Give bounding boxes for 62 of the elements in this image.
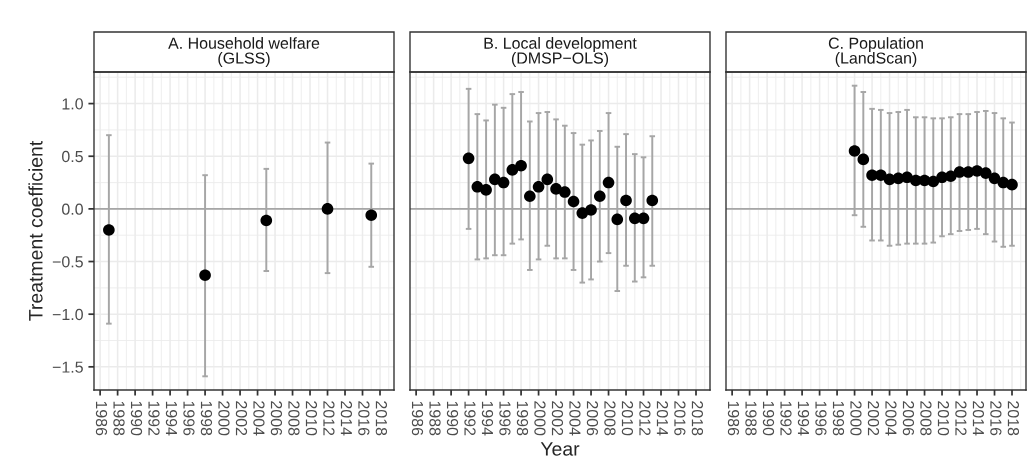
x-axis-title: Year — [540, 442, 580, 456]
x-tick-label: 2004 — [569, 401, 581, 436]
x-tick-label: 2006 — [902, 401, 915, 436]
x-tick-label: 2010 — [305, 401, 318, 436]
x-tick-label: 2008 — [920, 401, 932, 436]
x-tick-label: 1988 — [745, 401, 757, 436]
y-tick-label: −1.0 — [52, 308, 83, 321]
y-axis-title: Treatment coefficient — [28, 140, 43, 321]
chart-title: C. Population (LandScan) — [828, 37, 923, 67]
x-tick-label: 1994 — [797, 401, 810, 436]
x-tick-label: 2012 — [955, 401, 967, 436]
x-tick-label: 2002 — [551, 401, 564, 436]
x-tick-label: 1992 — [464, 401, 476, 436]
x-tick-label: 2016 — [674, 401, 686, 436]
x-tick-label: 1996 — [815, 401, 827, 436]
x-tick-label: 2004 — [885, 401, 897, 436]
chart-title: A. Household welfare (GLSS) — [168, 37, 320, 67]
x-tick-label: 2008 — [604, 401, 616, 436]
x-tick-label: 2016 — [990, 401, 1002, 436]
x-tick-label: 1990 — [130, 401, 143, 436]
x-tick-label: 1990 — [446, 401, 459, 436]
x-tick-label: 2018 — [1007, 401, 1020, 436]
x-tick-label: 2018 — [375, 401, 388, 436]
x-tick-label: 1992 — [780, 401, 792, 436]
x-tick-label: 2010 — [621, 401, 634, 436]
x-tick-label: 2012 — [639, 401, 651, 436]
chart-title: B. Local development (DMSP−OLS) — [484, 37, 637, 67]
x-tick-label: 2000 — [850, 401, 862, 436]
y-tick-label: 0.5 — [62, 150, 83, 163]
x-tick-label: 2010 — [937, 401, 950, 436]
x-tick-label: 2004 — [253, 401, 265, 436]
x-tick-label: 2018 — [691, 401, 704, 436]
x-tick-label: 1992 — [148, 401, 160, 436]
x-tick-label: 2002 — [235, 401, 248, 436]
x-tick-label: 1986 — [411, 401, 424, 436]
x-tick-label: 2014 — [972, 401, 985, 436]
x-tick-label: 2014 — [340, 401, 353, 436]
x-tick-label: 1990 — [762, 401, 775, 436]
x-tick-label: 1996 — [183, 401, 195, 436]
x-tick-label: 1988 — [429, 401, 441, 436]
x-tick-label: 2006 — [270, 401, 283, 436]
y-tick-label: −1.5 — [52, 361, 83, 373]
x-tick-label: 1994 — [165, 401, 178, 436]
y-tick-label: −0.5 — [52, 256, 83, 268]
x-tick-label: 1998 — [516, 401, 529, 436]
x-tick-label: 2016 — [358, 401, 370, 436]
x-tick-label: 2006 — [586, 401, 599, 436]
x-tick-label: 1988 — [113, 401, 125, 436]
x-tick-label: 2008 — [288, 401, 300, 436]
y-tick-label: 1.0 — [62, 98, 83, 110]
x-tick-label: 1994 — [481, 401, 494, 436]
x-tick-label: 2012 — [323, 401, 335, 436]
x-tick-label: 1998 — [832, 401, 845, 436]
x-tick-label: 1998 — [200, 401, 213, 436]
x-tick-label: 2014 — [656, 401, 669, 436]
x-tick-label: 1996 — [499, 401, 511, 436]
x-tick-label: 1986 — [95, 401, 108, 436]
x-tick-label: 1986 — [727, 401, 740, 436]
x-tick-label: 2002 — [867, 401, 880, 436]
y-tick-label: 0.0 — [62, 203, 83, 215]
x-tick-label: 2000 — [534, 401, 546, 436]
x-tick-label: 2000 — [218, 401, 230, 436]
